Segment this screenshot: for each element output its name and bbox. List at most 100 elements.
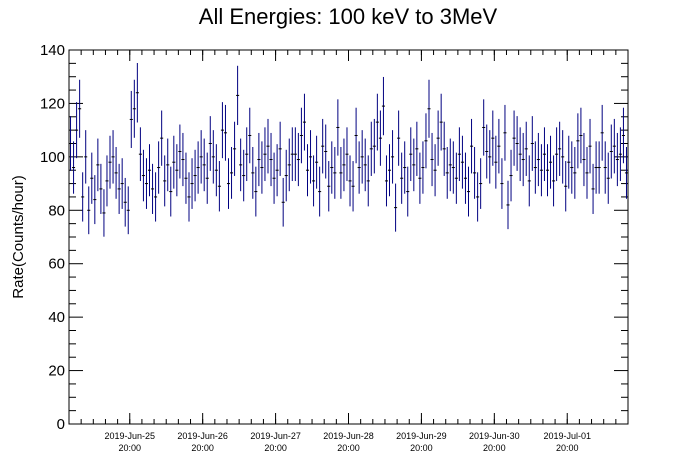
data-point — [324, 124, 328, 179]
data-point — [175, 144, 179, 197]
data-point — [460, 135, 464, 189]
data-point — [457, 127, 461, 182]
data-point — [479, 158, 483, 209]
data-point — [339, 146, 343, 199]
data-point — [354, 107, 358, 164]
x-tick-label-date: 2019-Jul-01 — [543, 431, 591, 441]
data-point — [257, 132, 261, 187]
data-point — [503, 104, 507, 161]
data-point — [211, 130, 215, 184]
data-point — [530, 116, 534, 171]
data-point — [132, 79, 136, 138]
data-point — [111, 130, 115, 184]
data-point — [421, 141, 425, 194]
data-point — [330, 141, 334, 194]
data-point — [220, 102, 224, 159]
data-point — [287, 138, 291, 192]
data-point — [278, 121, 282, 176]
data-point — [87, 186, 91, 235]
data-point — [305, 144, 310, 197]
data-point — [387, 144, 392, 197]
data-point — [552, 155, 556, 207]
data-point — [591, 163, 595, 214]
data-point — [226, 158, 231, 209]
data-point — [494, 135, 498, 189]
data-point — [123, 177, 127, 227]
x-tick-label-date: 2019-Jun-28 — [323, 431, 374, 441]
y-axis: 0 20 40 60 80 100 120 140 — [40, 42, 628, 433]
data-point — [454, 152, 458, 204]
data-point — [400, 152, 404, 204]
data-point — [451, 141, 455, 194]
data-point — [573, 146, 577, 199]
data-point — [545, 144, 550, 197]
data-point — [114, 146, 118, 199]
y-tick-label: 100 — [40, 149, 65, 166]
chart-title: All Energies: 100 keV to 3MeV — [198, 4, 498, 29]
x-tick-label-date: 2019-Jun-25 — [104, 431, 155, 441]
data-point — [555, 127, 559, 182]
data-point — [214, 144, 218, 197]
data-point — [263, 127, 267, 182]
data-point — [223, 104, 227, 161]
data-series — [69, 62, 628, 237]
data-point — [196, 141, 200, 194]
data-point — [357, 141, 361, 194]
data-point — [369, 121, 373, 176]
data-point — [600, 104, 604, 161]
x-tick-label-date: 2019-Jun-27 — [250, 431, 301, 441]
y-tick-label: 140 — [40, 42, 65, 59]
data-point — [169, 166, 173, 217]
data-point — [157, 141, 161, 194]
data-point — [558, 121, 562, 176]
data-point — [242, 149, 246, 202]
x-tick-label-date: 2019-Jun-29 — [396, 431, 447, 441]
data-point — [208, 116, 212, 171]
data-point — [381, 76, 385, 136]
data-point — [567, 135, 571, 189]
data-point — [570, 141, 574, 194]
data-point — [102, 189, 106, 237]
plot-frame — [68, 49, 629, 425]
data-point — [178, 124, 182, 179]
data-point — [497, 118, 501, 174]
data-point — [281, 177, 285, 227]
data-point — [448, 138, 452, 192]
data-point — [609, 124, 613, 179]
data-point — [375, 93, 379, 151]
data-point — [509, 149, 513, 202]
y-tick-label: 40 — [48, 309, 65, 326]
y-axis-title: Rate(Counts/hour) — [10, 175, 27, 298]
data-point — [251, 146, 255, 199]
data-point — [485, 124, 489, 179]
x-tick-label-time: 20:00 — [118, 443, 141, 453]
data-point — [621, 107, 625, 164]
data-point — [363, 138, 367, 192]
data-point — [500, 158, 504, 209]
data-point — [427, 79, 431, 138]
data-point — [266, 118, 270, 174]
data-point — [542, 127, 546, 182]
data-point — [564, 161, 568, 212]
data-point — [309, 130, 313, 184]
data-point — [466, 166, 471, 217]
data-point — [491, 110, 495, 166]
data-point — [536, 132, 540, 187]
data-point — [384, 155, 388, 207]
data-point — [254, 166, 258, 217]
data-point — [299, 107, 303, 164]
data-point — [163, 155, 167, 207]
data-point — [615, 132, 619, 187]
data-point — [181, 132, 185, 187]
data-point — [436, 110, 440, 166]
y-tick-label: 60 — [48, 256, 65, 273]
data-point — [512, 110, 516, 166]
data-point — [75, 102, 79, 159]
data-point — [445, 146, 449, 199]
data-point — [120, 158, 124, 209]
data-point — [588, 118, 592, 174]
data-point — [624, 146, 628, 199]
data-point — [336, 99, 340, 156]
data-point — [166, 138, 170, 192]
